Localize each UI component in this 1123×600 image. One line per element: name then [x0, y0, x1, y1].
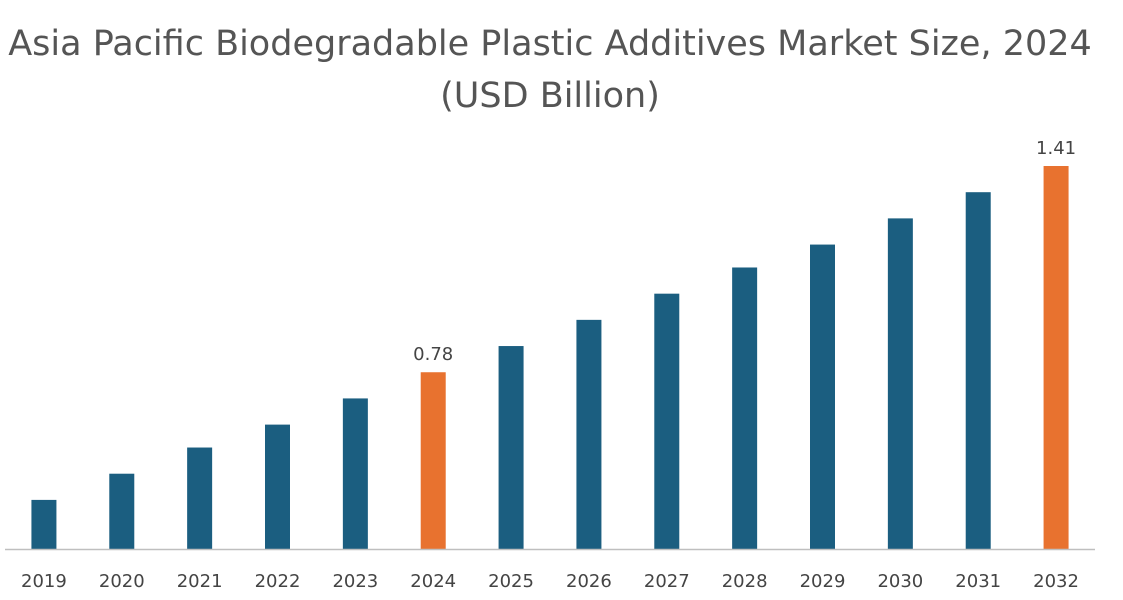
- bar-2019: [31, 499, 57, 549]
- bar-2026: [576, 319, 602, 549]
- chart-title: Asia Pacific Biodegradable Plastic Addit…: [8, 24, 1092, 116]
- x-tick-label: 2026: [566, 571, 612, 592]
- x-tick-label: 2021: [177, 571, 223, 592]
- x-tick-label: 2032: [1033, 571, 1079, 592]
- bar-2021: [187, 447, 213, 549]
- x-tick-label: 2027: [644, 571, 690, 592]
- bar-2023: [342, 398, 368, 549]
- x-tick-label: 2029: [800, 571, 846, 592]
- x-tick-label: 2025: [488, 571, 534, 592]
- x-tick-label: 2022: [255, 571, 301, 592]
- bar-2032: [1043, 166, 1069, 549]
- bar-2030: [887, 218, 913, 549]
- bar-2028: [732, 267, 758, 549]
- bar-2022: [265, 424, 290, 549]
- bar-2024: [420, 372, 446, 549]
- bar-2020: [109, 473, 135, 549]
- data-label: 0.78: [413, 344, 453, 365]
- bar-2029: [810, 244, 835, 549]
- x-tick-label: 2030: [877, 571, 923, 592]
- data-label: 1.41: [1036, 138, 1076, 159]
- x-tick-label: 2028: [722, 571, 768, 592]
- x-tick-label: 2019: [21, 571, 67, 592]
- bar-2027: [654, 293, 680, 549]
- bar-2025: [498, 346, 524, 549]
- x-tick-label: 2020: [99, 571, 145, 592]
- x-tick-label: 2031: [955, 571, 1001, 592]
- x-tick-label: 2023: [332, 571, 378, 592]
- x-tick-label: 2024: [410, 571, 456, 592]
- bar-2031: [965, 192, 991, 549]
